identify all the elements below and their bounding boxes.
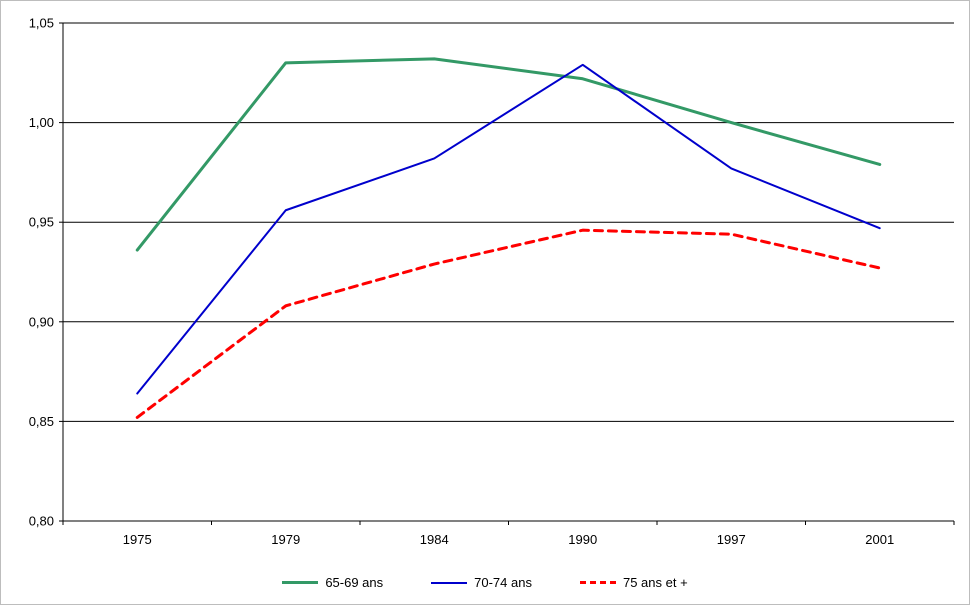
legend-label: 65-69 ans [325,575,384,590]
legend-line-swatch-70-74-ans [431,581,468,584]
y-tick-label: 1,05 [29,16,54,31]
y-tick-label: 1,00 [29,115,54,130]
y-tick-label: 0,85 [29,414,54,429]
line-chart: 0,80 0,85 0,90 0,95 1,00 1,05 1975 1979 1984 1990… [29,16,955,547]
series-line-75-ans-et [135,228,882,419]
y-tick-label: 0,95 [29,215,54,230]
legend-line-swatch-65-69-ans [282,581,319,584]
legend-item-65-69-ans: 65-69 ans [282,575,383,590]
legend-line-swatch-75-ans-et [579,581,616,584]
x-tick-label: 1997 [717,532,746,547]
x-tick-label: 1979 [271,532,300,547]
x-tick-label: 1975 [123,532,152,547]
series-line-65-69-ans [135,57,882,252]
legend-label: 70-74 ans [474,575,532,590]
y-tick-label: 0,90 [29,314,54,329]
legend-item-75-ans-et: 75 ans et + [579,575,688,590]
y-tick-label: 0,80 [29,514,54,529]
chart-legend: 65-69 ans 70-74 ans 75 ans et + [1,575,969,590]
series-line-70-74-ans [136,63,881,395]
x-tick-label: 2001 [865,532,894,547]
legend-item-70-74-ans: 70-74 ans [431,575,532,590]
x-tick-label: 1984 [420,532,449,547]
legend-label: 75 ans et + [622,575,688,590]
x-tick-label: 1990 [568,532,597,547]
